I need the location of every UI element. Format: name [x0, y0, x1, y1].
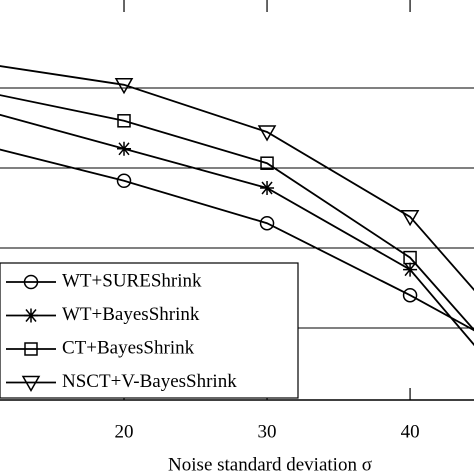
x-axis-label: Noise standard deviation σ [168, 454, 372, 474]
legend-label: WT+SUREShrink [62, 270, 202, 291]
marker [24, 308, 38, 323]
x-tick-label: 40 [401, 421, 420, 442]
marker [403, 262, 418, 277]
series-line [0, 148, 474, 332]
legend-label: NSCT+V-BayesShrink [62, 371, 237, 392]
marker [403, 250, 417, 265]
marker [23, 274, 39, 290]
legend-label: CT+BayesShrink [62, 337, 195, 358]
marker [400, 210, 420, 227]
marker [114, 78, 134, 95]
x-tick-label: 20 [115, 421, 134, 442]
plot-area [0, 65, 474, 347]
x-tick-label: 30 [258, 421, 277, 442]
marker [117, 141, 132, 156]
marker [402, 287, 418, 303]
marker [24, 342, 38, 356]
marker [117, 114, 131, 128]
legend: WT+SUREShrink WT+BayesShrink CT+BayesShrin… [0, 262, 299, 399]
marker [21, 375, 41, 393]
series-line [0, 94, 474, 332]
legend-label: WT+BayesShrink [62, 304, 200, 325]
marker [257, 125, 277, 142]
marker [260, 156, 274, 170]
marker [260, 181, 275, 195]
marker [259, 215, 275, 231]
legend-box [0, 262, 299, 399]
marker [116, 173, 132, 189]
series-line [0, 65, 474, 292]
